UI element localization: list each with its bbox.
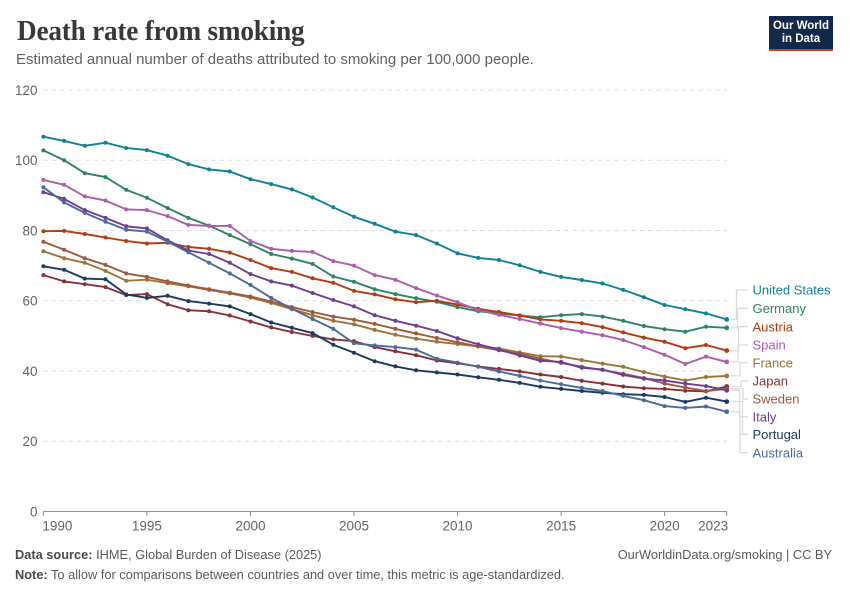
svg-text:2020: 2020 — [650, 519, 680, 534]
svg-text:Germany: Germany — [753, 301, 807, 316]
svg-text:United States: United States — [753, 283, 832, 298]
svg-text:0: 0 — [30, 504, 38, 519]
svg-text:2000: 2000 — [235, 519, 265, 534]
svg-text:120: 120 — [15, 83, 38, 98]
svg-text:60: 60 — [22, 294, 37, 309]
svg-text:Portugal: Portugal — [753, 427, 802, 442]
svg-text:1990: 1990 — [42, 519, 72, 534]
svg-text:20: 20 — [22, 434, 37, 449]
svg-text:Sweden: Sweden — [753, 392, 800, 407]
svg-text:2005: 2005 — [339, 519, 369, 534]
svg-text:40: 40 — [22, 364, 37, 379]
svg-text:France: France — [753, 355, 793, 370]
svg-text:1995: 1995 — [132, 519, 162, 534]
svg-text:Austria: Austria — [753, 319, 794, 334]
svg-text:Spain: Spain — [753, 338, 786, 353]
svg-text:100: 100 — [15, 153, 38, 168]
svg-text:80: 80 — [22, 223, 37, 238]
svg-text:2015: 2015 — [546, 519, 576, 534]
svg-text:Australia: Australia — [753, 445, 804, 460]
svg-text:2023: 2023 — [698, 519, 728, 534]
svg-text:Japan: Japan — [753, 374, 788, 389]
svg-text:Italy: Italy — [753, 409, 777, 424]
svg-text:2010: 2010 — [442, 519, 472, 534]
